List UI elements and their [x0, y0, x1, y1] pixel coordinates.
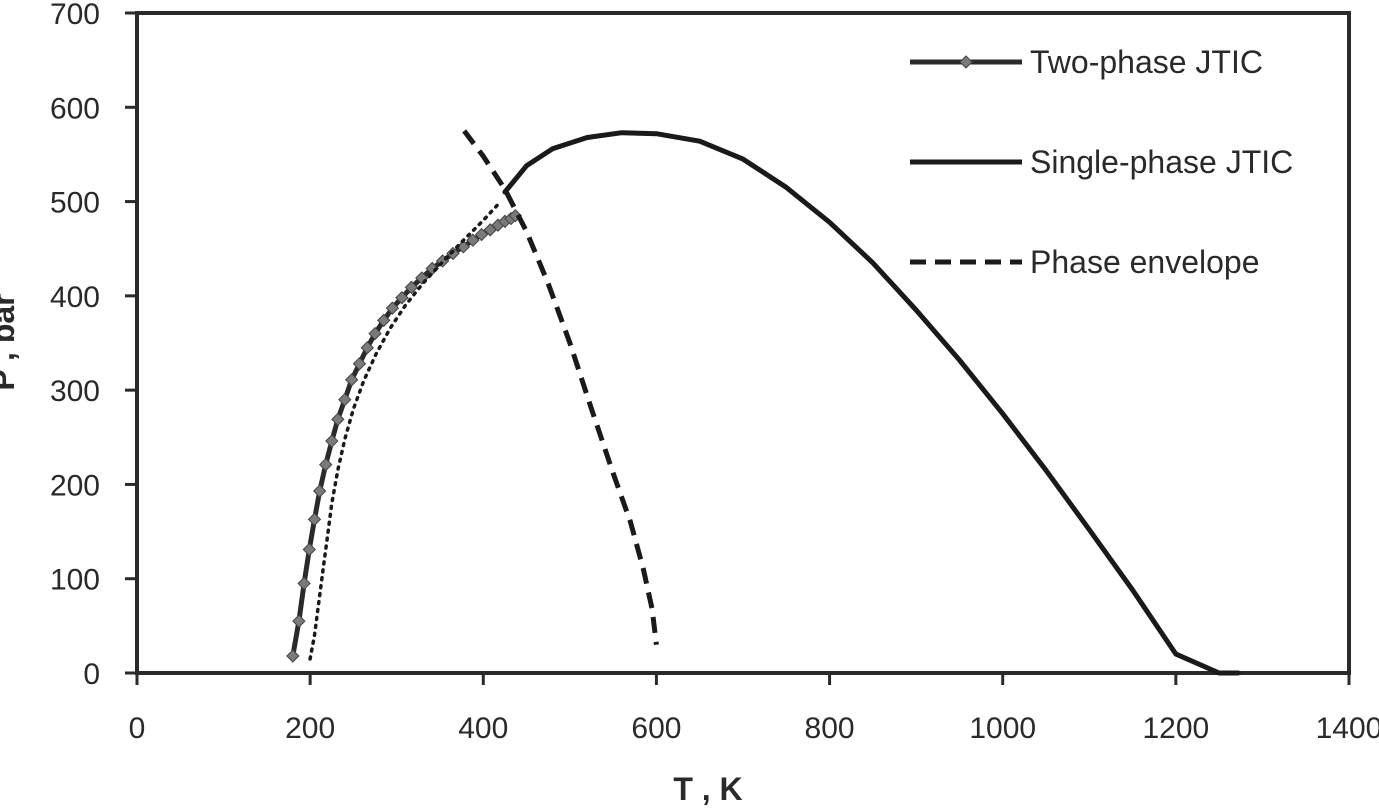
y-tick-label: 200 [50, 469, 100, 502]
x-tick-label: 400 [458, 712, 508, 745]
series-line-2 [502, 130, 1241, 676]
data-point-marker [385, 301, 400, 315]
x-tick-label: 800 [805, 712, 855, 745]
data-point-marker [331, 412, 345, 427]
data-point-marker [466, 233, 480, 247]
series-line-3 [462, 129, 659, 645]
x-tick-label: 1000 [969, 712, 1036, 745]
data-point-marker [377, 313, 391, 328]
x-tick-label: 600 [631, 712, 681, 745]
legend: Two-phase JTIC Single-phase JTIC Phase env… [910, 44, 1293, 280]
data-point-marker [368, 326, 382, 341]
y-tick-label: 100 [50, 564, 100, 597]
data-point-marker [404, 280, 419, 295]
x-tick-label: 200 [285, 712, 335, 745]
series-line-1 [290, 213, 518, 659]
y-axis-ticks: 0 100 200 300 400 500 600 700 [50, 0, 137, 691]
x-axis-ticks: 0 200 400 600 800 1000 1200 1400 [129, 673, 1379, 745]
legend-label-1: Two-phase JTIC [1030, 44, 1263, 80]
legend-label-3: Phase envelope [1030, 244, 1260, 280]
data-point-marker [325, 434, 339, 448]
series-layer [286, 129, 1241, 676]
x-tick-label: 0 [129, 712, 146, 745]
x-axis-title: T , K [673, 771, 742, 807]
data-point-marker [319, 457, 333, 472]
y-tick-label: 300 [50, 375, 100, 408]
plot-area-frame [135, 11, 1351, 675]
data-point-marker [307, 512, 322, 527]
data-point-marker [352, 357, 367, 371]
data-point-marker [338, 392, 352, 407]
data-point-marker [360, 341, 374, 355]
series-line-4 [308, 199, 503, 661]
data-point-marker [395, 291, 409, 305]
legend-label-2: Single-phase JTIC [1030, 144, 1293, 180]
data-point-marker [312, 484, 327, 498]
x-tick-label: 1200 [1142, 712, 1209, 745]
data-point-marker [474, 227, 489, 242]
data-point-marker [344, 373, 359, 387]
y-tick-label: 700 [50, 0, 100, 31]
y-tick-label: 500 [50, 187, 100, 220]
legend-marker [959, 55, 973, 69]
x-tick-label: 1400 [1316, 712, 1379, 745]
data-point-marker [297, 576, 311, 591]
y-tick-label: 400 [50, 281, 100, 314]
data-point-marker [286, 649, 300, 663]
y-tick-label: 600 [50, 92, 100, 125]
data-point-marker [292, 614, 306, 628]
y-tick-label: 0 [83, 658, 100, 691]
y-axis-title: P , bar [0, 293, 21, 390]
data-point-marker [302, 542, 316, 557]
